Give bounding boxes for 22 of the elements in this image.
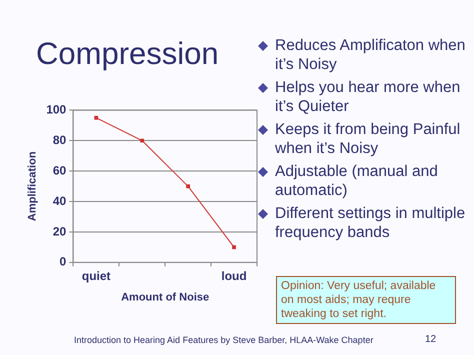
x-tick-label: loud	[221, 268, 247, 283]
text: Adjustable (manual and automatic)	[275, 162, 439, 200]
y-tick-label: 60	[52, 163, 67, 178]
chart-title: Compression	[36, 36, 219, 72]
y-tick-label: 0	[60, 254, 67, 269]
text: Keeps it from being Painful when it’s Noisy	[275, 120, 462, 158]
point	[232, 245, 236, 250]
x-tick-label: quiet	[82, 268, 111, 283]
text: Introduction to Hearing Aid Features by Steve Barber, HLAA-Wake Chapter	[74, 335, 374, 345]
text: Different settings in multiple frequency bands	[275, 204, 466, 242]
x-axis-title: Amount of Noise	[121, 291, 210, 304]
point	[186, 184, 190, 188]
y-axis-title: Amplification	[26, 151, 39, 222]
y-tick-label: 40	[52, 194, 67, 208]
text: Opinion: Very useful; available on most aids; may requre tweaking to set right.	[276, 276, 456, 324]
text: 12	[425, 334, 436, 345]
text: Reduces Amplificaton when it’s Noisy	[275, 36, 466, 74]
text: Helps you hear more when it’s Quieter	[275, 78, 462, 116]
y-tick-label: 100	[46, 102, 67, 117]
y-tick-label: 20	[52, 224, 67, 238]
point	[140, 138, 144, 143]
y-tick-label: 80	[52, 132, 67, 147]
